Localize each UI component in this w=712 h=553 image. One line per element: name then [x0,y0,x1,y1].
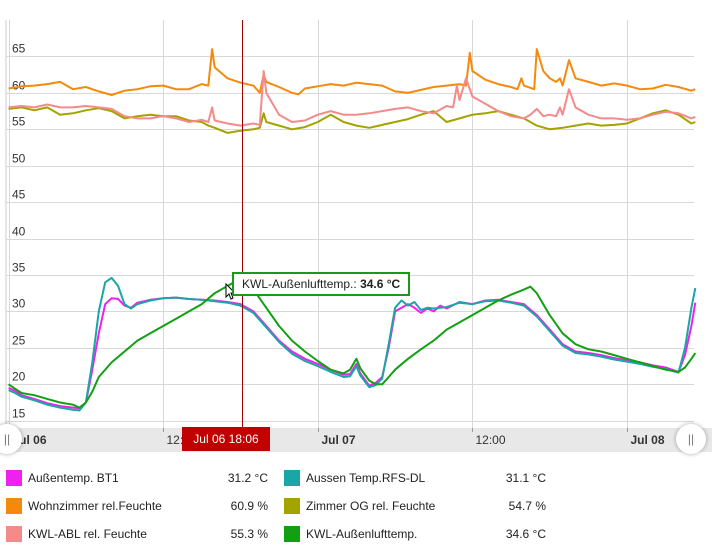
legend-name: Wohnzimmer rel.Feuchte [28,499,162,513]
legend-item-wohnzimmer-feuchte[interactable]: Wohnzimmer rel.Feuchte [6,496,162,516]
tooltip-label: KWL-Außenlufttemp.: [242,277,357,291]
legend-swatch [284,470,300,486]
legend-item-kwl-aussenlufttemp[interactable]: KWL-Außenlufttemp. [284,524,417,544]
legend-value: 31.1 °C [505,471,546,485]
tooltip-value: 34.6 °C [360,277,401,291]
legend-swatch [284,526,300,542]
legend-swatch [6,498,22,514]
legend-value: 60.9 % [230,499,268,513]
y-tick-label: 55 [12,115,26,129]
cursor-time-label: Jul 06 18:06 [193,432,259,446]
y-tick-label: 60 [12,79,26,93]
y-tick-label: 50 [12,152,26,166]
plot-background [6,20,694,428]
x-axis-bar [0,428,712,452]
y-tick-label: 35 [12,261,26,275]
y-tick-label: 25 [12,334,26,348]
legend-value: 31.2 °C [227,471,268,485]
x-tick-label: Jul 08 [631,433,665,447]
legend-item-kwl-abl-feuchte[interactable]: KWL-ABL rel. Feuchte [6,524,147,544]
legend-swatch [6,470,22,486]
legend-name: Aussen Temp.RFS-DL [306,471,426,485]
y-tick-label: 40 [12,225,26,239]
range-handle-left[interactable]: || [0,424,22,454]
y-tick-label: 15 [12,407,26,421]
legend: Außentemp. BT1 31.2 °C Aussen Temp.RFS-D… [0,462,712,550]
legend-name: Außentemp. BT1 [28,471,119,485]
y-tick-label: 20 [12,370,26,384]
grip-icon: || [3,432,11,446]
hover-tooltip: KWL-Außenlufttemp.: 34.6 °C [232,272,411,296]
legend-name: KWL-Außenlufttemp. [306,527,418,541]
legend-swatch [284,498,300,514]
legend-value: 34.6 °C [505,527,546,541]
cursor-time-badge: Jul 06 18:06 [182,427,270,451]
y-tick-label: 30 [12,297,26,311]
legend-swatch [6,526,22,542]
legend-value: 55.3 % [230,527,268,541]
y-tick-label: 65 [12,42,26,56]
grip-icon: || [687,432,695,446]
legend-value: 54.7 % [508,499,546,513]
legend-item-aussen-temp-rfs-dl[interactable]: Aussen Temp.RFS-DL [284,468,425,488]
x-tick-label: Jul 07 [322,433,356,447]
y-axis-ticks: 15 20 25 30 35 40 45 50 55 60 65 [12,42,26,421]
series-line-1 [8,276,697,412]
series-line-0 [8,296,697,410]
legend-item-zimmer-og-feuchte[interactable]: Zimmer OG rel. Feuchte [284,496,435,516]
legend-item-aussentemp-bt1[interactable]: Außentemp. BT1 [6,468,119,488]
series-line-4 [8,70,696,127]
series-lines [8,48,697,412]
series-line-5 [8,276,697,409]
range-handle-right[interactable]: || [676,424,706,454]
legend-name: KWL-ABL rel. Feuchte [28,527,147,541]
series-line-2 [8,48,696,96]
y-tick-label: 45 [12,188,26,202]
legend-name: Zimmer OG rel. Feuchte [306,499,436,513]
x-tick-label: 12:00 [476,433,506,447]
